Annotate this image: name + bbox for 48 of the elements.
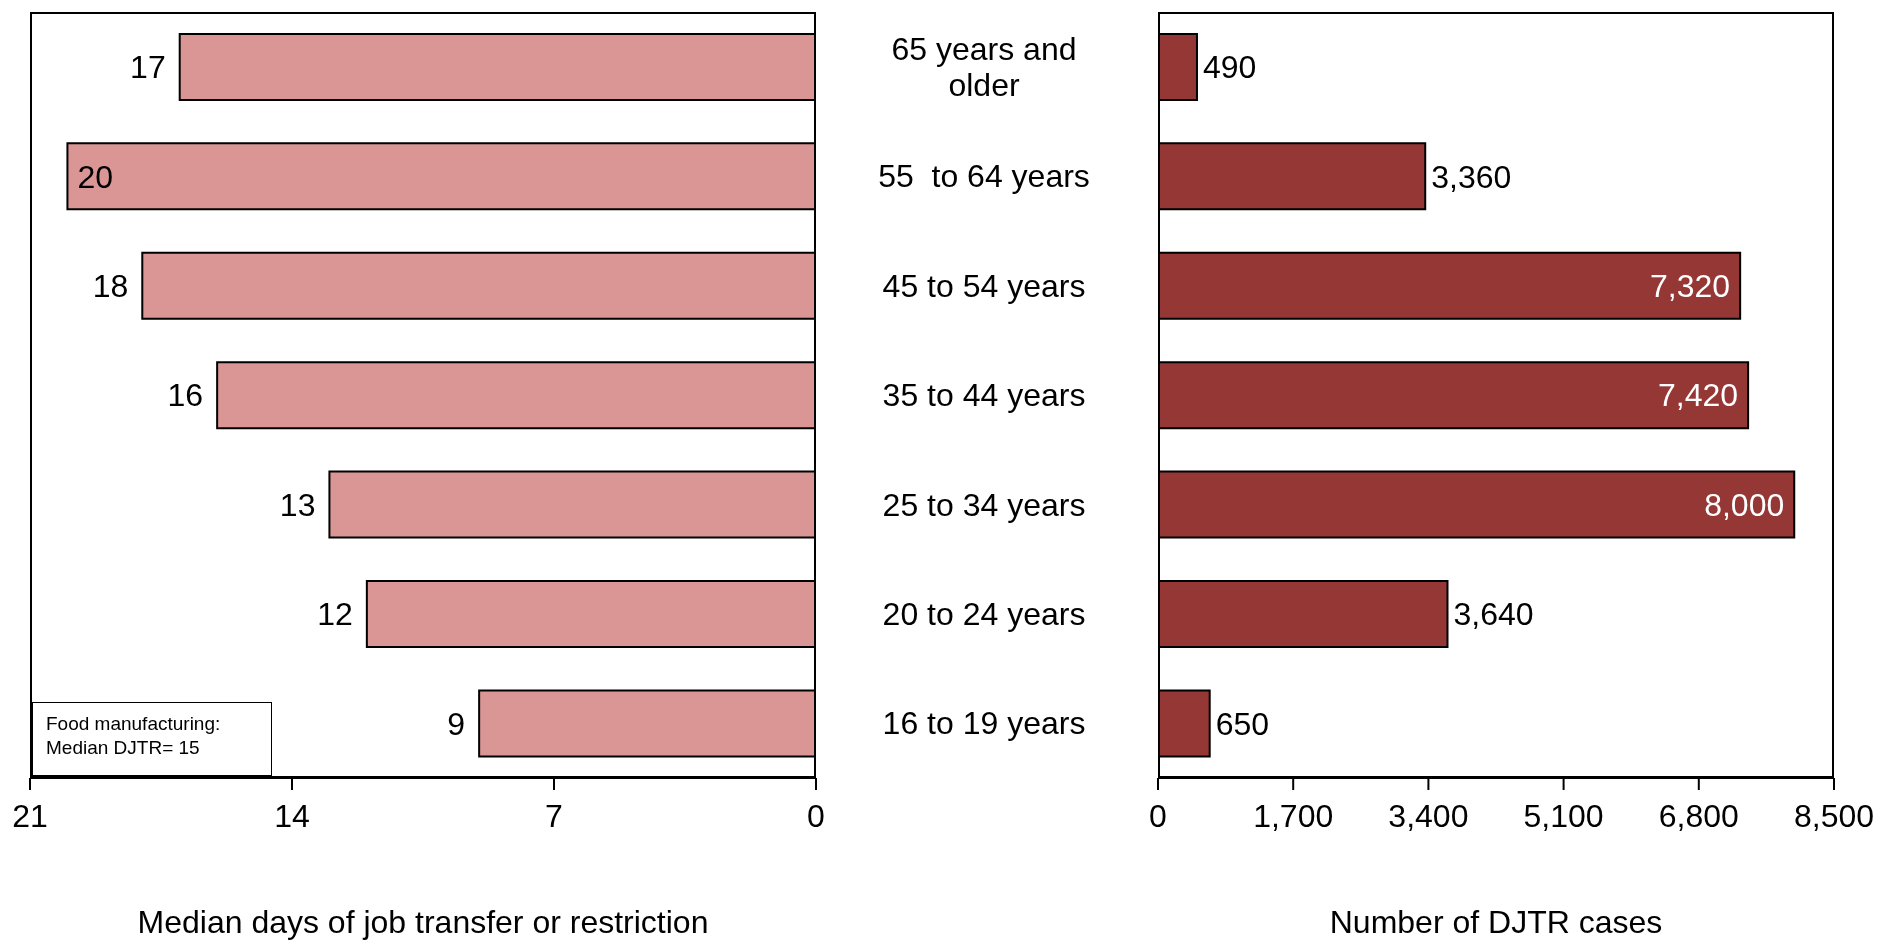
data-label: 650 <box>1215 705 1270 742</box>
x-tick-label: 7 <box>545 797 563 834</box>
x-tick-label: 21 <box>12 797 48 834</box>
bar <box>1158 580 1449 649</box>
y-tick-label: 55 to 64 years <box>878 158 1090 195</box>
x-tick-label: 1,700 <box>1253 797 1334 834</box>
data-label: 490 <box>1202 49 1257 86</box>
x-tick-label: 3,400 <box>1388 797 1469 834</box>
x-tick-label: 6,800 <box>1658 797 1739 834</box>
bar <box>1158 361 1750 430</box>
bar <box>1158 251 1742 320</box>
y-tick-label: 20 to 24 years <box>882 596 1086 633</box>
data-label: 3,360 <box>1431 158 1512 195</box>
x-tick-label: 14 <box>274 797 310 834</box>
x-tick-label: 5,100 <box>1523 797 1604 834</box>
bar <box>66 142 816 211</box>
data-label: 20 <box>77 158 114 195</box>
x-tick-label: 8,500 <box>1793 797 1875 834</box>
x-axis-title: Median days of job transfer or restriction <box>137 904 709 940</box>
x-tick-label: 0 <box>1149 797 1167 834</box>
data-label: 7,320 <box>1650 267 1731 304</box>
annotation: Food manufacturing: Median DJTR= 15 <box>46 712 222 760</box>
x-tick-label: 0 <box>807 797 825 834</box>
data-label: 12 <box>317 596 353 633</box>
y-tick-label: 65 years and older <box>891 31 1077 103</box>
data-label: 3,640 <box>1453 596 1534 633</box>
bar <box>328 470 816 539</box>
x-axis-title: Number of DJTR cases <box>1329 904 1663 940</box>
bar <box>365 580 816 649</box>
data-label: 8,000 <box>1704 486 1785 523</box>
data-label: 17 <box>130 49 166 86</box>
y-tick-label: 25 to 34 years <box>882 486 1086 523</box>
bar <box>141 251 816 320</box>
bar <box>1158 32 1198 101</box>
bar <box>478 689 816 758</box>
y-tick-label: 16 to 19 years <box>882 705 1086 742</box>
y-tick-label: 45 to 54 years <box>882 267 1086 304</box>
data-label: 16 <box>167 377 204 414</box>
bar <box>216 361 816 430</box>
bar <box>178 32 816 101</box>
bar <box>1158 689 1211 758</box>
y-tick-label: 35 to 44 years <box>882 377 1086 414</box>
data-label: 13 <box>279 486 316 523</box>
bar <box>1158 142 1427 211</box>
data-label: 7,420 <box>1658 377 1739 414</box>
bar <box>1158 470 1796 539</box>
data-label: 18 <box>92 267 129 304</box>
data-label: 9 <box>447 705 466 742</box>
